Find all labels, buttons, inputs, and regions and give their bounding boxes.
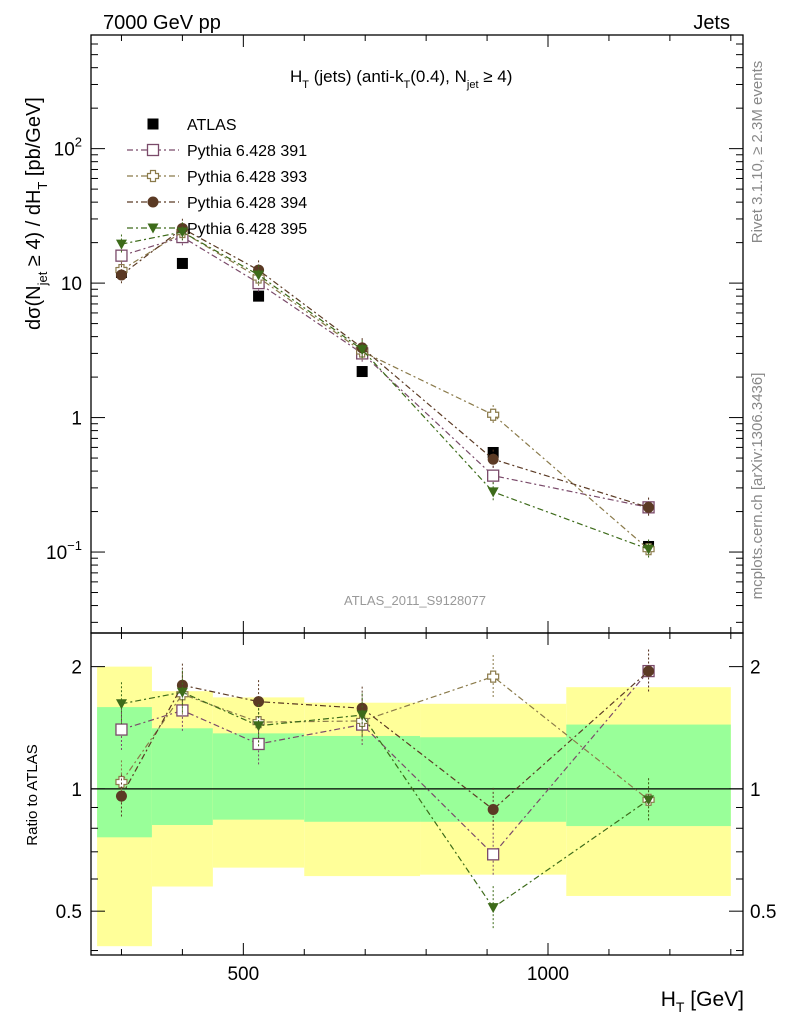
ratio-series xyxy=(115,649,655,930)
ratio-point-p391 xyxy=(115,723,128,736)
ratio-point-p391 xyxy=(252,737,265,751)
legend-label-p394: Pythia 6.428 394 xyxy=(187,195,307,212)
point-p394 xyxy=(487,453,499,465)
rivet-version-label: Rivet 3.1.10, ≥ 2.3M events xyxy=(749,61,766,244)
legend-marker-p391 xyxy=(146,143,160,157)
point-p393 xyxy=(487,408,500,421)
legend-marker-p394 xyxy=(147,196,159,208)
tick-marks xyxy=(91,34,743,955)
ratio-line-p395 xyxy=(121,691,649,909)
plot-title: HT (jets) (anti-kT(0.4), Njet ≥ 4) xyxy=(290,67,512,91)
main-y-tick-label: 1 xyxy=(71,409,82,430)
ratio-point-p394 xyxy=(253,696,265,708)
header-jets-label: Jets xyxy=(693,12,730,34)
main-y-tick-label: 10−1 xyxy=(46,538,82,564)
ratio-y-tick-label-right: 0.5 xyxy=(750,902,776,923)
legend-label-atlas: ATLAS xyxy=(187,117,237,134)
ratio-y-tick-label: 2 xyxy=(71,658,82,679)
watermark-analysis-id: ATLAS_2011_S9128077 xyxy=(344,593,486,608)
point-p395 xyxy=(487,487,499,498)
legend-marker-p395 xyxy=(147,223,159,234)
ratio-y-tick-label: 0.5 xyxy=(56,902,82,923)
x-tick-label: 500 xyxy=(227,964,259,985)
legend: ATLAS Pythia 6.428 391 Pythia 6.428 393 Pyt… xyxy=(127,117,307,238)
ratio-point-p394 xyxy=(115,790,127,802)
ratio-plot-frame xyxy=(90,632,744,956)
main-series xyxy=(115,218,655,559)
band-green xyxy=(151,728,213,825)
line-p391 xyxy=(121,236,649,508)
line-p393 xyxy=(121,231,649,550)
ratio-y-tick-label: 1 xyxy=(71,780,82,801)
y-axis-title: dσ(Njet ≥ 4) / dHT [pb/GeV] xyxy=(23,97,50,330)
point-p395 xyxy=(643,544,655,555)
ratio-line-p391 xyxy=(121,670,650,856)
x-tick-label: 1000 xyxy=(527,964,569,985)
ratio-y-axis-title: Ratio to ATLAS xyxy=(24,744,41,845)
tick-labels: 500 1000 10−1 1 10 102 0.5 0.5 1 1 2 2 xyxy=(46,135,776,985)
axes xyxy=(90,34,744,956)
ratio-y-tick-label-right: 2 xyxy=(750,658,761,679)
point-p395 xyxy=(176,227,188,238)
ratio-line-p393 xyxy=(120,675,649,801)
band-green xyxy=(304,735,421,822)
x-axis-title: HT [GeV] xyxy=(661,988,744,1015)
legend-label-p395: Pythia 6.428 395 xyxy=(187,221,307,238)
ratio-point-p395 xyxy=(115,699,127,710)
main-y-tick-label: 102 xyxy=(54,135,82,161)
main-y-tick-label: 10 xyxy=(61,274,82,295)
line-p394 xyxy=(121,227,649,508)
ratio-point-p395 xyxy=(356,710,368,721)
point-atlas xyxy=(487,446,499,458)
header-energy-label: 7000 GeV pp xyxy=(103,12,221,34)
legend-marker-atlas xyxy=(147,118,159,130)
point-p395 xyxy=(356,345,368,356)
line-p395 xyxy=(121,231,649,550)
point-atlas xyxy=(253,290,265,302)
ratio-point-p395 xyxy=(487,903,499,914)
ratio-y-tick-label-right: 1 xyxy=(750,780,761,801)
legend-label-p391: Pythia 6.428 391 xyxy=(187,143,307,160)
ratio-point-p394 xyxy=(487,803,499,815)
ratio-point-p391 xyxy=(487,848,500,861)
ratio-uncertainty-bands xyxy=(97,666,731,947)
band-green xyxy=(566,724,731,827)
ratio-point-p395 xyxy=(643,795,655,806)
point-p395 xyxy=(253,270,265,281)
legend-label-p393: Pythia 6.428 393 xyxy=(187,169,307,186)
ratio-point-p394 xyxy=(643,665,655,677)
point-p391 xyxy=(487,469,500,482)
point-atlas xyxy=(176,257,188,269)
ratio-point-p393 xyxy=(115,775,128,789)
point-atlas xyxy=(356,366,368,378)
ratio-point-p395 xyxy=(253,721,265,732)
point-p394 xyxy=(643,501,655,513)
ratio-point-p395 xyxy=(176,687,188,698)
point-p394 xyxy=(115,269,127,281)
mcplots-label: mcplots.cern.ch [arXiv:1306.3436] xyxy=(749,373,766,600)
point-p395 xyxy=(115,239,127,250)
ratio-point-p393 xyxy=(487,670,500,683)
legend-marker-p393 xyxy=(146,169,160,183)
ratio-line-p394 xyxy=(120,670,649,811)
